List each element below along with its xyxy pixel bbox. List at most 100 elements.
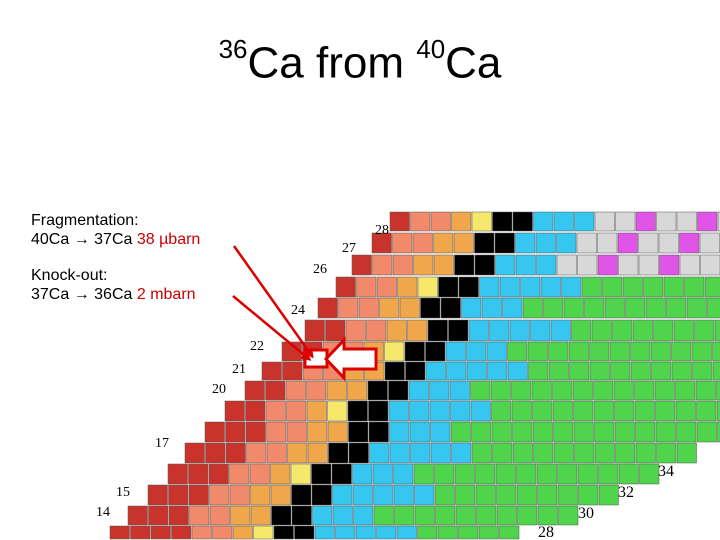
nuclide-cell <box>425 341 446 362</box>
nuclide-cell <box>609 341 630 362</box>
nuclide-cell <box>490 380 511 401</box>
nuclide-cell <box>496 484 517 506</box>
nuclide-cell <box>433 232 454 254</box>
nuclide-cell <box>597 254 618 276</box>
nuclide-cell <box>597 232 618 254</box>
nuclide-cell <box>515 254 536 276</box>
nuclide-cell <box>245 400 266 422</box>
nuclide-cell <box>188 463 209 485</box>
nuclide-cell <box>581 276 602 298</box>
nuclide-cell <box>679 232 700 254</box>
nuclide-cell <box>471 211 492 232</box>
nuclide-cell <box>270 484 291 506</box>
nuclide-cell <box>414 484 435 506</box>
proton-number-labels: 28 27 26 24 22 21 20 17 15 14 <box>96 223 389 520</box>
neutron-number-labels: 34 32 30 28 <box>538 463 674 540</box>
z-label-15: 15 <box>116 485 130 500</box>
nuclide-cell <box>675 380 696 401</box>
nuclide-cell <box>563 297 584 319</box>
nuclide-cell <box>712 341 720 362</box>
nuclide-cell <box>392 232 413 254</box>
nuclide-cell <box>351 254 372 276</box>
nuclide-cell <box>589 341 610 362</box>
nuclide-cell <box>532 400 553 422</box>
nuclide-cell <box>168 484 189 506</box>
nuclide-cell <box>658 232 679 254</box>
nuclide-cell <box>372 463 393 485</box>
nuclide-cell <box>499 525 520 540</box>
nuclide-cell <box>537 484 558 506</box>
nuclide-cell <box>270 463 291 485</box>
nuclide-cell <box>543 297 564 319</box>
nuclide-cell <box>512 211 533 232</box>
nuclide-cell <box>414 505 435 526</box>
nuclide-cell <box>450 400 471 422</box>
nuclide-cell <box>655 400 676 422</box>
nuclide-cell <box>502 297 523 319</box>
nuclide-cell <box>304 319 325 342</box>
nuclide-cell <box>352 463 373 485</box>
nuclide-cell <box>618 254 639 276</box>
nuclide-cell <box>331 463 352 485</box>
nuclide-cell <box>557 484 578 506</box>
nuclide-cell <box>397 276 418 298</box>
nuclide-cell <box>598 463 619 485</box>
nuclide-cell <box>273 525 294 540</box>
knockout-cross-section: 2 mbarn <box>136 286 196 303</box>
nuclide-cell <box>404 341 425 362</box>
nuclide-cell <box>417 525 438 540</box>
nuclide-cell <box>614 421 635 443</box>
nuclide-cell <box>691 341 712 362</box>
nuclide-cell <box>638 232 659 254</box>
nuclide-cell <box>548 361 569 381</box>
title-from: from <box>316 38 404 88</box>
nuclide-cell <box>386 319 407 342</box>
nuclide-cell <box>515 232 536 254</box>
nuclide-cell <box>376 525 397 540</box>
nuclide-cell <box>474 254 495 276</box>
nuclide-cell <box>635 421 656 443</box>
nuclide-cell <box>449 380 470 401</box>
nuclide-cell <box>512 421 533 443</box>
nuclide-cell <box>372 254 393 276</box>
nuclide-cell <box>531 380 552 401</box>
nuclide-cell <box>373 505 394 526</box>
nuclide-cell <box>571 319 592 342</box>
nuclide-cell <box>584 297 605 319</box>
nuclide-cell <box>468 319 489 342</box>
nuclide-cell <box>437 525 458 540</box>
nuclide-cell <box>602 276 623 298</box>
nuclide-cell <box>225 421 246 443</box>
nuclide-cell <box>615 211 636 232</box>
nuclide-cell <box>388 400 409 422</box>
n-label-32: 32 <box>618 484 634 501</box>
nuclide-cell <box>409 400 430 422</box>
nuclide-cell <box>695 380 716 401</box>
nuclide-cell <box>618 463 639 485</box>
nuclide-cell <box>470 380 491 401</box>
nuclide-cell <box>491 400 512 422</box>
nuclide-cell <box>430 442 451 464</box>
nuclide-cell <box>573 400 594 422</box>
nuclide-cell <box>622 276 643 298</box>
nuclide-cell <box>495 463 516 485</box>
nuclide-cell <box>645 297 666 319</box>
nuclide-cell <box>356 276 377 298</box>
nuclide-cell <box>639 463 660 485</box>
nuclide-cell <box>492 211 513 232</box>
nuclide-cell <box>717 421 720 443</box>
nuclide-cell <box>389 421 410 443</box>
nuclide-cell <box>358 297 379 319</box>
nuclide-cell <box>511 380 532 401</box>
nuclide-cell <box>632 319 653 342</box>
nuclide-cell <box>610 361 631 381</box>
nuclide-cell <box>306 400 327 422</box>
z-label-22: 22 <box>250 339 264 354</box>
nuclide-cell <box>389 211 410 232</box>
nuclide-cell <box>430 211 451 232</box>
nuclide-cell <box>425 361 446 381</box>
nuclide-cell <box>494 232 515 254</box>
nuclide-cell <box>355 525 376 540</box>
nuclide-cell <box>409 421 430 443</box>
nuclide-cell <box>373 484 394 506</box>
